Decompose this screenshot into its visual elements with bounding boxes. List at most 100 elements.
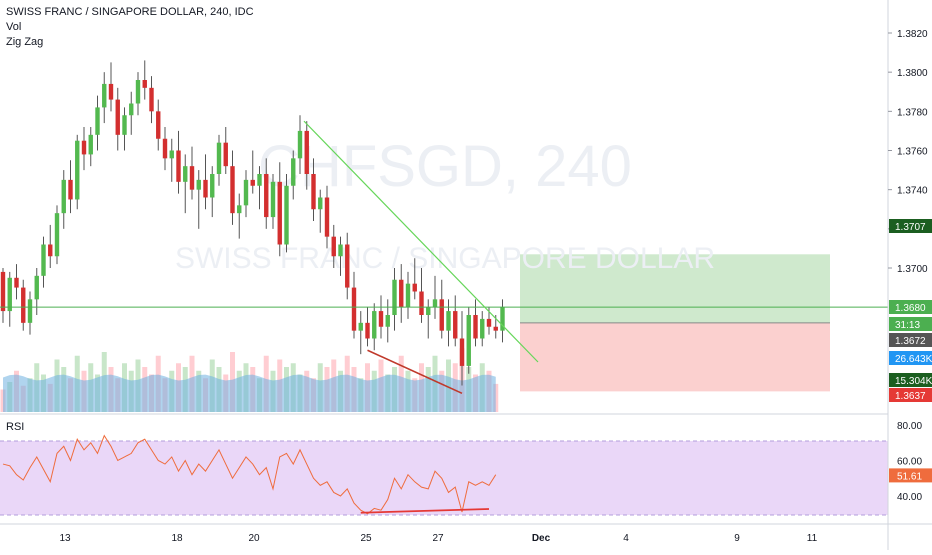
volume-ma-area (3, 374, 496, 412)
candle (311, 158, 316, 221)
candle-body (54, 213, 60, 257)
candle-body (277, 181, 282, 245)
candle (459, 311, 465, 386)
candle (210, 166, 215, 218)
watermark-ticker: CHFSGD, 240 (258, 134, 632, 199)
candle-body (203, 179, 208, 198)
candle (405, 271, 411, 319)
candle-body (473, 314, 478, 339)
candle-body (149, 87, 154, 112)
candle-body (284, 185, 289, 245)
candle-body (189, 166, 195, 190)
price-badge: 31:13 (889, 317, 932, 331)
candle (156, 99, 161, 151)
candle-body (351, 287, 357, 331)
rsi-divergence-line (360, 508, 490, 514)
candle-body (81, 140, 87, 155)
candle (500, 299, 505, 343)
candle-body (291, 158, 296, 186)
drawings[interactable] (0, 120, 888, 395)
time-tick-label: 18 (171, 533, 183, 544)
candle-body (311, 173, 316, 210)
time-tick-label: 9 (734, 533, 740, 544)
time-tick-label: 11 (807, 533, 818, 544)
candle (34, 267, 39, 315)
candle-body (21, 287, 26, 323)
price-badge: 26.643K (889, 351, 932, 365)
candle-body (237, 205, 242, 214)
price-badge: 1.3707 (889, 219, 932, 233)
candle-body (14, 277, 19, 288)
candle (230, 150, 235, 225)
candle (291, 150, 296, 200)
symbol-title[interactable]: SWISS FRANC / SINGAPORE DOLLAR, 240, IDC (6, 6, 254, 18)
price-badge-label: 1.3707 (895, 222, 926, 233)
candle-body (500, 307, 505, 331)
price-badge-bg (889, 317, 932, 331)
candle (176, 130, 181, 194)
indicator-vol[interactable]: Vol (6, 21, 22, 33)
indicator-zigzag[interactable]: Zig Zag (6, 36, 44, 48)
candle-body (399, 279, 404, 308)
candle (412, 258, 417, 300)
time-tick-label: 25 (360, 533, 372, 544)
candle (304, 121, 309, 190)
loss-zone[interactable] (520, 322, 830, 392)
candle (338, 236, 343, 276)
price-axis[interactable]: 1.38201.38001.37801.37601.37401.37201.37… (888, 29, 932, 402)
candle (129, 91, 134, 135)
candle (61, 170, 66, 229)
time-tick-label: Dec (532, 533, 551, 544)
candle (102, 72, 107, 124)
time-axis[interactable]: 13 18 20 25 27 Dec 4 9 11 (59, 533, 817, 544)
candle (432, 275, 438, 319)
candle-body (0, 271, 6, 312)
candle-body (210, 173, 215, 198)
time-tick-label: 4 (623, 533, 629, 544)
candle-body (378, 311, 384, 327)
candle-body (459, 338, 465, 366)
price-badge-label: 31:13 (895, 320, 920, 331)
rsi-tick-label: 60.00 (897, 457, 922, 468)
candles[interactable] (0, 60, 505, 386)
candle (95, 95, 100, 151)
candle-body (7, 277, 12, 312)
price-badge-bg (889, 300, 932, 314)
candle-body (270, 181, 276, 218)
rsi-path (2, 434, 497, 515)
candle-body (365, 322, 370, 339)
candle (264, 158, 269, 229)
candle-body (453, 311, 458, 339)
candle (54, 205, 60, 265)
candle-body (392, 279, 397, 315)
candle (318, 189, 323, 233)
candle (75, 134, 80, 210)
price-tick-label: 1.3800 (897, 68, 928, 79)
candle (466, 307, 471, 374)
rsi-tick-label: 80.00 (897, 421, 922, 432)
candle-body (183, 166, 188, 182)
candle-body (88, 134, 93, 155)
candle-body (108, 83, 114, 100)
candle-body (169, 150, 174, 159)
profit-zone[interactable] (520, 254, 830, 323)
candle (351, 271, 357, 339)
candle-body (75, 140, 80, 200)
candle (324, 185, 330, 249)
candle (399, 264, 404, 323)
price-badge-label: 26.643K (895, 354, 932, 365)
candle-body (27, 299, 33, 323)
candle-body (48, 244, 53, 257)
candle (270, 173, 276, 229)
rsi-axis[interactable]: 80.00 60.00 40.00 51.61 (889, 421, 932, 503)
candle-body (176, 150, 181, 182)
price-tick-label: 1.3700 (897, 264, 928, 275)
rsi-label: RSI (6, 421, 24, 433)
candle-body (156, 111, 161, 139)
candle-body (142, 79, 147, 88)
candle (223, 126, 228, 174)
candle (473, 299, 478, 347)
candle (345, 232, 350, 300)
candle (14, 264, 19, 300)
